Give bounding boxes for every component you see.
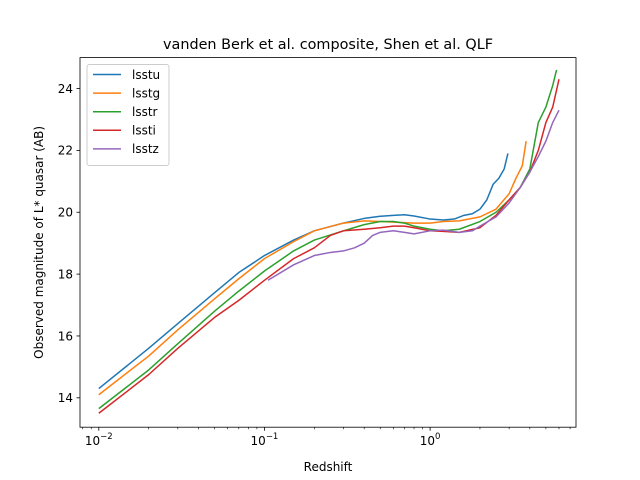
x-tick-label: 10−1 <box>251 432 279 448</box>
plot-lines <box>98 69 560 414</box>
legend-frame <box>86 64 170 166</box>
legend-label-lsstu: lsstu <box>132 68 160 82</box>
y-tick-label: 16 <box>58 329 73 343</box>
y-tick-label: 18 <box>58 267 73 281</box>
legend-label-lsstz: lsstz <box>132 142 159 156</box>
x-tick-label: 10−2 <box>85 432 113 448</box>
series-line-lsstu <box>98 153 509 390</box>
x-axis-label: Redshift <box>304 460 353 474</box>
chart-title: vanden Berk et al. composite, Shen et al… <box>163 37 493 53</box>
x-tick-label: 100 <box>420 432 441 448</box>
y-axis-ticks: 14 16 18 20 22 24 <box>58 82 80 405</box>
x-axis-ticks: 10−2 10−1 100 <box>82 427 571 448</box>
legend-label-lsstr: lsstr <box>132 105 158 119</box>
y-axis-label: Observed magnitude of L* quasar (AB) <box>32 126 46 359</box>
legend: lsstu lsstg lsstr lssti lsstz <box>86 64 170 166</box>
series-line-lsstz <box>267 109 560 281</box>
y-tick-label: 20 <box>58 206 73 220</box>
y-tick-label: 22 <box>58 144 73 158</box>
legend-label-lssti: lssti <box>132 124 156 138</box>
series-line-lsstr <box>98 69 558 410</box>
y-tick-label: 14 <box>58 391 73 405</box>
legend-label-lsstg: lsstg <box>132 86 160 100</box>
y-tick-label: 24 <box>58 82 73 96</box>
axes-frame <box>79 57 577 428</box>
